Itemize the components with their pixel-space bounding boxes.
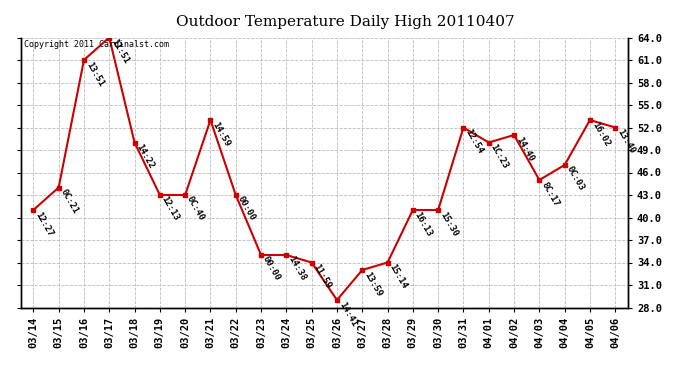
Text: 8C:17: 8C:17 xyxy=(540,180,560,208)
Text: 0C:03: 0C:03 xyxy=(564,165,586,193)
Text: 15:30: 15:30 xyxy=(438,210,460,238)
Text: 14:40: 14:40 xyxy=(514,135,535,163)
Text: 11:59: 11:59 xyxy=(312,262,333,290)
Text: 14:38: 14:38 xyxy=(286,255,308,283)
Text: 15:14: 15:14 xyxy=(388,262,408,290)
Text: 12:27: 12:27 xyxy=(33,210,55,238)
Text: 16:02: 16:02 xyxy=(590,120,611,148)
Text: 11:51: 11:51 xyxy=(109,38,130,65)
Text: 0C:40: 0C:40 xyxy=(185,195,206,223)
Text: Outdoor Temperature Daily High 20110407: Outdoor Temperature Daily High 20110407 xyxy=(176,15,514,29)
Text: 13:40: 13:40 xyxy=(615,128,636,155)
Text: Copyright 2011 Cardinalst.com: Copyright 2011 Cardinalst.com xyxy=(23,40,169,49)
Text: 14:59: 14:59 xyxy=(210,120,232,148)
Text: 13:59: 13:59 xyxy=(362,270,384,298)
Text: 00:00: 00:00 xyxy=(236,195,257,223)
Text: 1C:23: 1C:23 xyxy=(489,142,510,170)
Text: 16:13: 16:13 xyxy=(413,210,434,238)
Text: 00:00: 00:00 xyxy=(261,255,282,283)
Text: 0C:21: 0C:21 xyxy=(59,188,80,215)
Text: 14:22: 14:22 xyxy=(135,142,156,170)
Text: 12:13: 12:13 xyxy=(160,195,181,223)
Text: 13:51: 13:51 xyxy=(84,60,105,88)
Text: 12:54: 12:54 xyxy=(464,128,484,155)
Text: 14:41: 14:41 xyxy=(337,300,358,328)
